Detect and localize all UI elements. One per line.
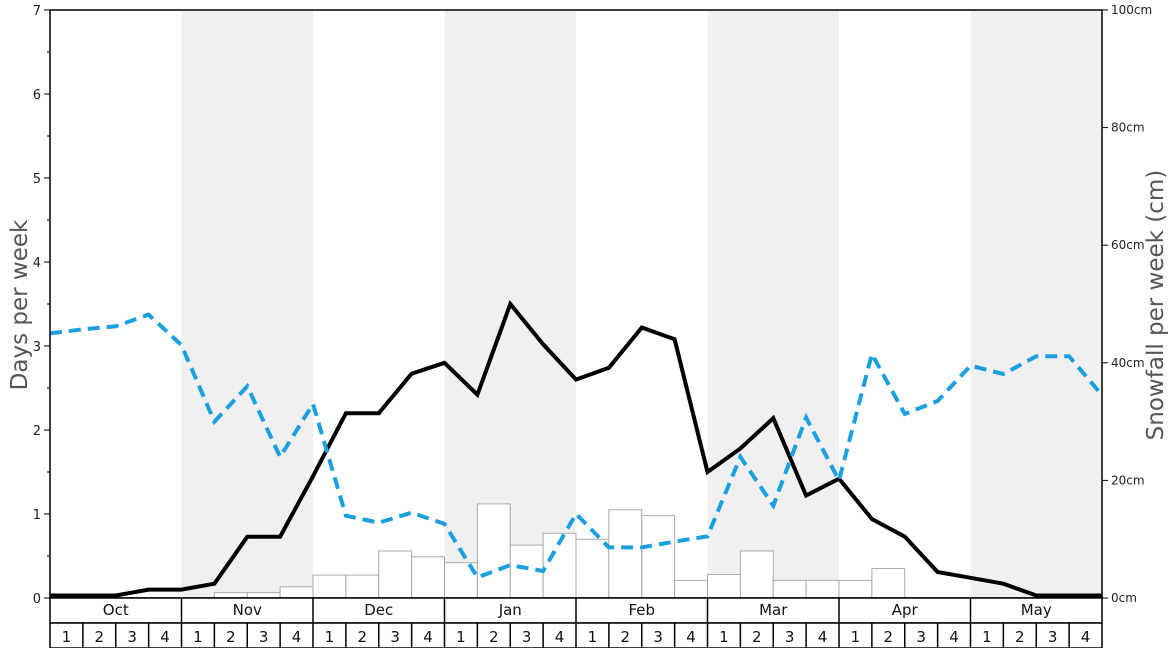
week-label: 2	[358, 628, 368, 646]
right-axis: 0cm 20cm 40cm 60cm 80cm 100cm	[1102, 3, 1152, 605]
month-label: Oct	[103, 601, 129, 619]
snowfall-bar	[312, 574, 347, 599]
right-tick-label: 0cm	[1111, 591, 1137, 605]
week-label: 1	[62, 628, 72, 646]
snowfall-bar	[279, 586, 314, 599]
week-label: 4	[555, 628, 565, 646]
week-label: 4	[818, 628, 828, 646]
week-label: 4	[949, 628, 959, 646]
week-label: 3	[916, 628, 926, 646]
right-axis-title: Snowfall per week (cm)	[1143, 170, 1168, 441]
week-label: 1	[325, 628, 335, 646]
month-label: Nov	[233, 601, 262, 619]
week-label: 4	[292, 628, 302, 646]
month-band-nov	[181, 10, 313, 598]
snowfall-bar	[838, 579, 873, 599]
week-label: 1	[456, 628, 466, 646]
right-tick-label: 100cm	[1111, 3, 1152, 17]
week-label: 4	[423, 628, 433, 646]
snowfall-trend-line	[49, 312, 1104, 580]
left-tick-label: 0	[33, 592, 41, 607]
snowfall-bar	[575, 538, 610, 599]
right-tick-label: 40cm	[1111, 356, 1145, 370]
month-label: Dec	[364, 601, 393, 619]
week-label: 3	[522, 628, 532, 646]
week-label: 1	[588, 628, 598, 646]
left-axis-title: Days per week	[7, 219, 33, 390]
snowfall-bar	[805, 579, 840, 599]
snowfall-bar	[246, 592, 281, 599]
month-band-mar	[707, 10, 839, 598]
right-tick-label: 20cm	[1111, 473, 1145, 487]
week-label: 3	[653, 628, 663, 646]
left-tick-label: 2	[33, 424, 41, 439]
week-label: 4	[686, 628, 696, 646]
month-label: Mar	[759, 601, 788, 619]
snowfall-bar	[411, 556, 445, 599]
week-label: 4	[160, 628, 170, 646]
week-label: 2	[884, 628, 894, 646]
week-row: 1 2 3 4 1 2 3 4 1 2 3 4 1 2 3 4 1 2 3 4 1 2 3 4 1 2 3 4 1 2 3 4	[49, 622, 1103, 648]
right-tick-label: 80cm	[1111, 121, 1145, 135]
week-label: 3	[259, 628, 269, 646]
snowfall-bar	[707, 573, 741, 599]
snowfall-bar	[476, 503, 511, 599]
left-axis: 0 1 2 3 4 5 6 7	[33, 4, 50, 607]
week-label: 1	[851, 628, 861, 646]
week-label: 4	[1081, 628, 1091, 646]
snowfall-bar	[772, 579, 807, 599]
snowfall-bar	[378, 550, 413, 599]
snowfall-bar	[674, 579, 708, 599]
week-label: 1	[193, 628, 203, 646]
snowfall-bar	[213, 592, 248, 599]
month-band-may	[970, 10, 1102, 598]
week-label: 3	[127, 628, 137, 646]
snowfall-bar	[345, 574, 380, 599]
week-label: 2	[489, 628, 499, 646]
week-label: 2	[621, 628, 631, 646]
week-label: 3	[785, 628, 795, 646]
month-label: Apr	[892, 601, 919, 619]
left-tick-label: 4	[33, 256, 41, 271]
left-tick-label: 3	[33, 340, 41, 355]
month-label: Jan	[498, 601, 522, 619]
snow-days-line	[50, 300, 1102, 598]
snowfall-bar	[641, 515, 676, 599]
month-label: May	[1021, 601, 1052, 619]
left-tick-label: 5	[33, 172, 41, 187]
week-label: 2	[752, 628, 762, 646]
snowfall-bar	[871, 568, 906, 599]
week-label: 2	[226, 628, 236, 646]
week-label: 2	[1015, 628, 1025, 646]
series-lines	[49, 300, 1104, 598]
left-tick-label: 7	[33, 4, 41, 19]
week-label: 3	[1048, 628, 1058, 646]
month-row: Oct Nov Dec Jan Feb Mar Apr May	[49, 597, 1103, 624]
right-tick-label: 60cm	[1111, 238, 1145, 252]
snowfall-bar	[608, 509, 643, 599]
month-label: Feb	[628, 601, 655, 619]
week-label: 1	[719, 628, 729, 646]
week-label: 3	[390, 628, 400, 646]
left-tick-label: 1	[33, 508, 41, 523]
week-label: 2	[95, 628, 105, 646]
left-tick-label: 6	[33, 88, 41, 103]
week-label: 1	[982, 628, 992, 646]
snowfall-bar	[739, 550, 774, 599]
